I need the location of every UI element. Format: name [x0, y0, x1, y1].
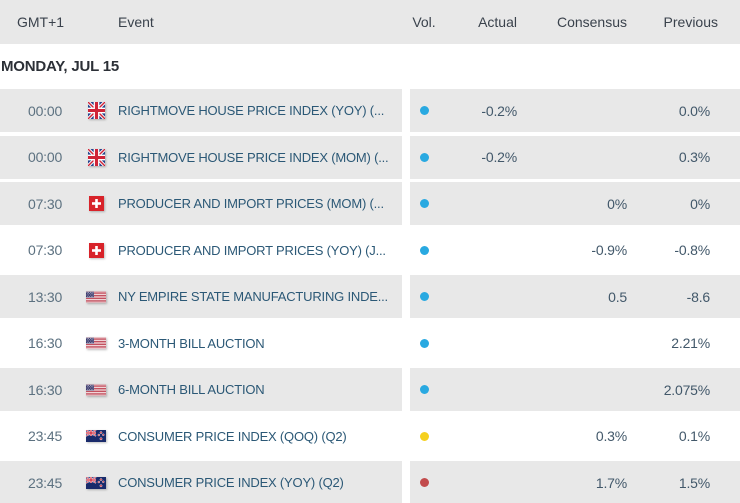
consensus-value: -0.9% — [591, 242, 627, 258]
table-header: GMT+1 Event Vol. Actual Consensus Previo… — [0, 0, 740, 44]
previous-value: 0.3% — [678, 149, 710, 165]
column-header-previous: Previous — [663, 14, 718, 30]
volatility-cell — [410, 245, 438, 255]
volatility-dot-icon — [419, 152, 429, 162]
column-header-event: Event — [118, 14, 154, 30]
volatility-dot-icon — [419, 292, 429, 301]
volatility-cell — [410, 338, 438, 348]
flag-nz-icon — [86, 430, 106, 442]
flag-ch-icon — [86, 242, 106, 258]
column-header-timezone: GMT+1 — [17, 14, 65, 30]
consensus-value: 0.3% — [595, 428, 627, 444]
event-name: 3-MONTH BILL AUCTION — [118, 335, 265, 351]
volatility-dot-icon — [419, 431, 429, 441]
table-row[interactable]: 23:45 CONSUMER PRICE INDEX (QOQ) (Q2) — [0, 414, 740, 458]
event-time: 23:45 — [28, 474, 63, 491]
event-time: 23:45 — [28, 428, 63, 444]
table-row[interactable]: 13:30 NY EMPIRE STATE MANUFACTURING INDE… — [0, 275, 740, 318]
event-time: 07:30 — [28, 195, 63, 212]
table-row[interactable]: 23:45 CONSUMER PRICE INDEX (YOY) (Q2) — [0, 461, 740, 503]
event-name: CONSUMER PRICE INDEX (YOY) (Q2) — [118, 475, 344, 490]
table-row[interactable]: 16:30 6-MONTH BILL AUCTION — [0, 368, 740, 411]
event-time: 16:30 — [28, 335, 63, 351]
table-row[interactable]: 07:30 PRODUCER AND IMPORT PRICES (YOY) (… — [0, 228, 740, 272]
flag-ch-icon — [86, 196, 106, 211]
previous-value: 2.075% — [663, 381, 710, 398]
flag-nz-icon — [86, 476, 106, 489]
actual-value: -0.2% — [481, 102, 517, 119]
volatility-cell — [410, 431, 438, 441]
consensus-value: 0% — [607, 195, 627, 212]
event-name: NY EMPIRE STATE MANUFACTURING INDE... — [118, 289, 388, 304]
event-time: 07:30 — [28, 242, 63, 258]
day-section-header: MONDAY, JUL 15 — [0, 44, 740, 89]
volatility-dot-icon — [419, 338, 429, 348]
event-name: PRODUCER AND IMPORT PRICES (YOY) (J... — [118, 242, 386, 258]
column-header-consensus: Consensus — [556, 14, 627, 30]
event-time: 00:00 — [28, 102, 63, 119]
flag-gb-icon — [86, 102, 106, 119]
previous-value: -0.8% — [674, 242, 710, 258]
previous-value: 2.21% — [671, 335, 710, 351]
table-row[interactable]: 16:30 3-MONTH BILL AUCTION — [0, 321, 740, 365]
volatility-cell — [410, 106, 438, 115]
table-row[interactable]: 00:00 RIGHTMOVE HOUSE PRICE INDEX (YOY) … — [0, 89, 740, 132]
volatility-dot-icon — [419, 385, 429, 394]
volatility-cell — [410, 292, 438, 301]
table-row[interactable]: 00:00 RIGHTMOVE HOUSE PRICE INDEX (MOM) … — [0, 135, 740, 179]
consensus-value: 0.5 — [608, 288, 627, 305]
volatility-cell — [410, 199, 438, 208]
event-time: 13:30 — [28, 288, 63, 305]
table-row[interactable]: 07:30 PRODUCER AND IMPORT PRICES (MOM) (… — [0, 182, 740, 225]
calendar-rows: 00:00 RIGHTMOVE HOUSE PRICE INDEX (YOY) … — [0, 89, 740, 503]
volatility-cell — [410, 385, 438, 394]
volatility-dot-icon — [419, 199, 429, 208]
previous-value: 0.0% — [678, 102, 710, 119]
event-name: 6-MONTH BILL AUCTION — [118, 382, 265, 397]
volatility-dot-icon — [419, 478, 429, 487]
flag-us-icon — [86, 384, 106, 396]
event-name: RIGHTMOVE HOUSE PRICE INDEX (MOM) (... — [118, 149, 389, 165]
volatility-cell — [410, 152, 438, 162]
previous-value: 0% — [690, 195, 710, 212]
flag-gb-icon — [86, 148, 106, 166]
event-time: 16:30 — [28, 381, 63, 398]
day-label: MONDAY, JUL 15 — [1, 58, 120, 75]
column-header-actual: Actual — [478, 14, 517, 30]
volatility-dot-icon — [419, 106, 429, 115]
volatility-cell — [410, 478, 438, 487]
event-name: RIGHTMOVE HOUSE PRICE INDEX (YOY) (... — [118, 103, 385, 118]
consensus-value: 1.7% — [595, 474, 627, 491]
volatility-dot-icon — [419, 245, 429, 255]
previous-value: 0.1% — [678, 428, 710, 444]
event-name: PRODUCER AND IMPORT PRICES (MOM) (... — [118, 196, 384, 211]
flag-us-icon — [86, 291, 106, 303]
flag-us-icon — [86, 337, 106, 349]
previous-value: 1.5% — [678, 474, 710, 491]
column-header-volatility: Vol. — [412, 14, 436, 30]
previous-value: -8.6 — [686, 288, 711, 305]
event-time: 00:00 — [28, 149, 63, 165]
actual-value: -0.2% — [481, 149, 517, 165]
event-name: CONSUMER PRICE INDEX (QOQ) (Q2) — [118, 428, 347, 444]
